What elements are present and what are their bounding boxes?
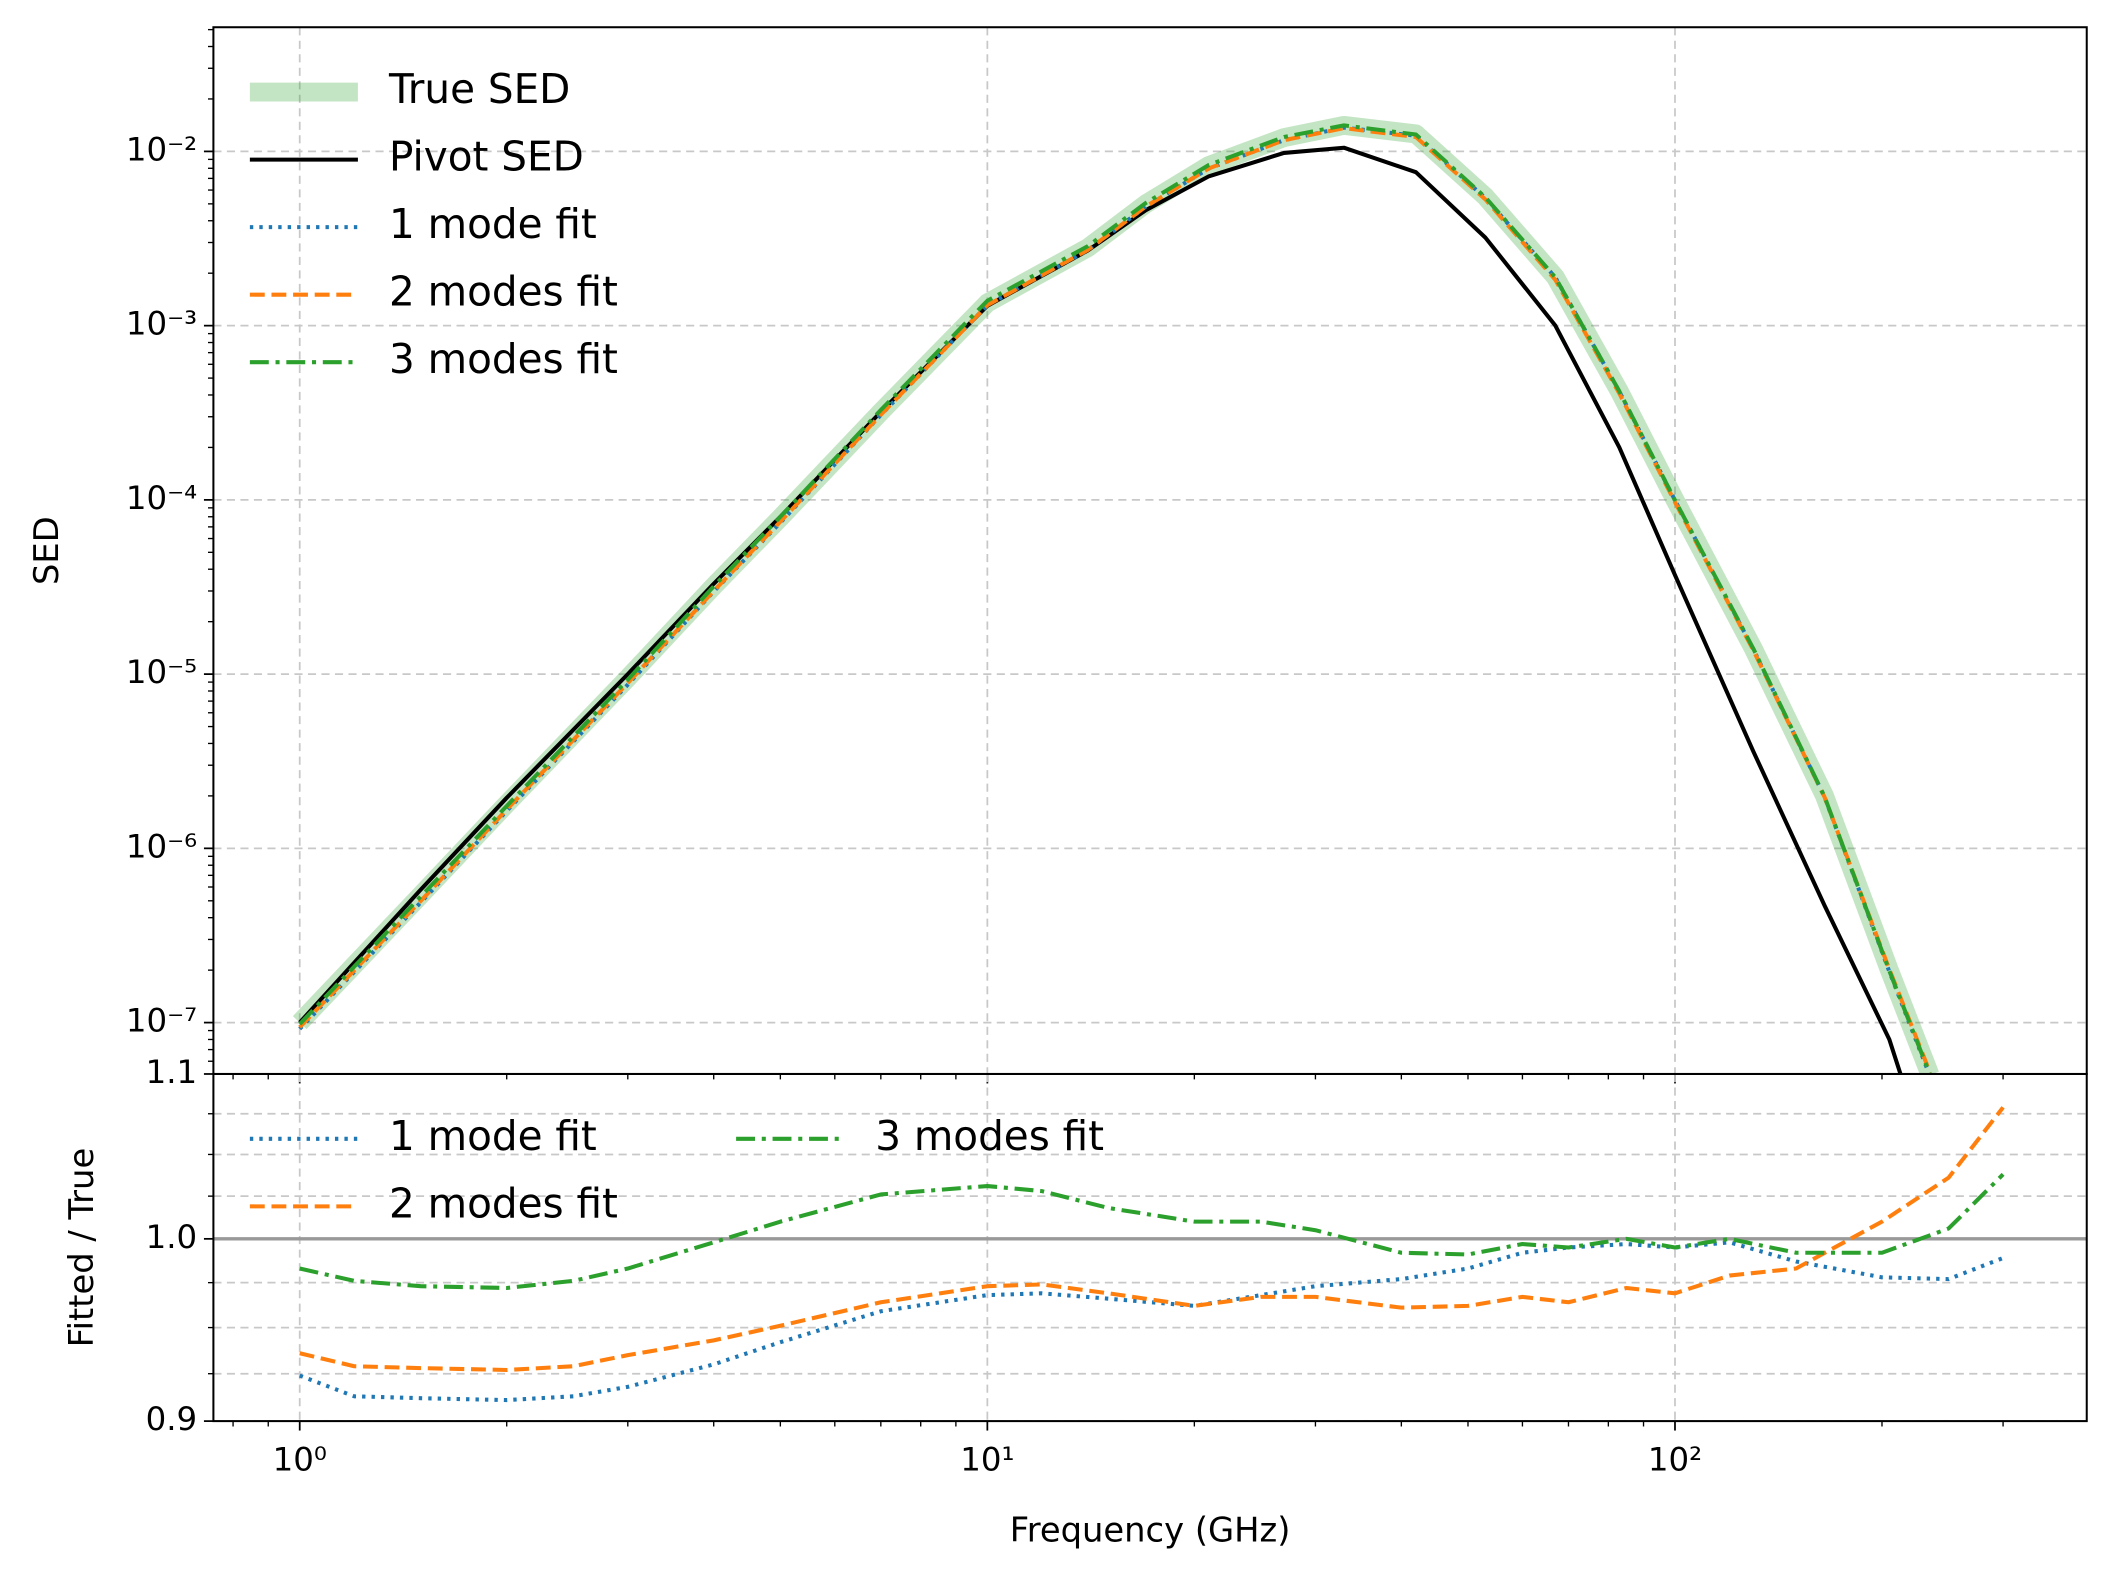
y-tick-label: 10⁻³: [126, 305, 197, 343]
series-line: [298, 123, 1932, 1074]
legend-label: 2 modes fit: [389, 268, 618, 316]
series-line: [299, 1172, 2005, 1291]
axes-frame: [212, 1072, 2088, 1423]
legend-label: 1 mode fit: [389, 1112, 597, 1160]
axes: 10⁻⁷ 10⁻⁶ 10⁻⁵ 10⁻⁴ 10⁻³ 10⁻² True SED Pivot SE…: [27, 26, 2088, 1084]
series-line: [298, 145, 1903, 1074]
y-tick-label: 10⁻⁵: [126, 653, 197, 691]
legend-label: 2 modes fit: [389, 1179, 618, 1227]
axes-frame: [212, 26, 2088, 1075]
series-line: [298, 126, 1933, 1074]
x-tick-label: 10⁰: [273, 1441, 327, 1479]
axes: 10⁰ 10¹ 10² 0.9 1.0 1.1 1 mode fit 2 modes fit 3…: [62, 1053, 2088, 1549]
legend-label: 3 modes fit: [389, 335, 618, 383]
x-axis-label: Frequency (GHz): [1010, 1510, 1291, 1549]
plot-area: [213, 27, 2087, 1074]
x-tick-label: 10²: [1648, 1441, 1702, 1479]
series-line: [299, 1106, 2005, 1372]
legend-label: 3 modes fit: [875, 1112, 1104, 1160]
series-line: [298, 1240, 2004, 1403]
y-tick-label: 10⁻⁷: [126, 1002, 197, 1040]
y-axis-label: Fitted / True: [62, 1148, 101, 1348]
y-tick-label: 0.9: [146, 1400, 198, 1438]
legend-label: True SED: [388, 65, 570, 113]
legend-label: Pivot SED: [389, 133, 584, 181]
y-axis-label: SED: [27, 516, 66, 585]
series-line: [298, 125, 1932, 1074]
x-tick-label: 10¹: [960, 1441, 1014, 1479]
y-tick-label: 10⁻²: [126, 130, 197, 168]
y-tick-label: 1.1: [146, 1053, 198, 1091]
y-tick-label: 10⁻⁶: [126, 827, 197, 865]
plot-area: [213, 1073, 2087, 1422]
legend-label: 1 mode fit: [389, 200, 597, 248]
y-tick-label: 1.0: [146, 1218, 198, 1256]
y-tick-label: 10⁻⁴: [126, 479, 197, 517]
